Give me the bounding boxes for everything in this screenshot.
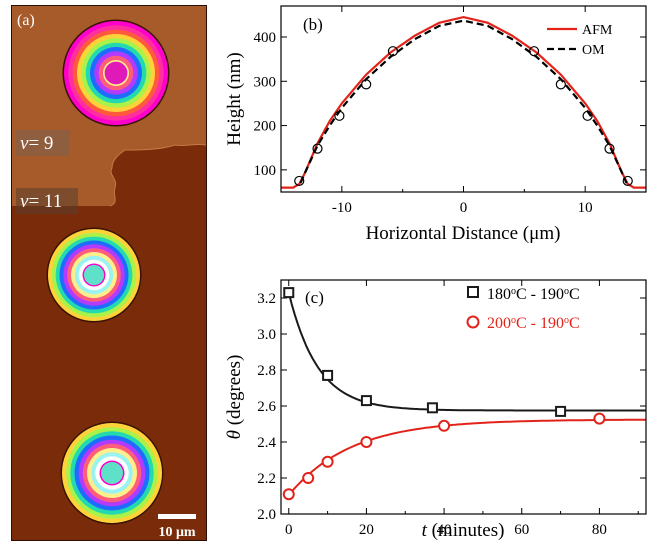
panel-c-label: (c): [305, 288, 324, 307]
om-data-point: [582, 110, 593, 121]
panel-c-frame: [280, 279, 647, 515]
fit-curve-2: [288, 418, 646, 496]
series-180-point: [283, 287, 295, 299]
legend-om-label: OM: [582, 43, 605, 58]
om-data-point: [294, 175, 305, 187]
y-tick-label: 2.4: [257, 435, 276, 451]
scale-bar-label: 10 μm: [158, 525, 195, 540]
scale-bar: [158, 514, 196, 519]
series-200-point: [438, 419, 451, 432]
series-180-point: [322, 369, 334, 381]
legend-200-marker: [466, 315, 480, 329]
nu-9-label: ν= 9: [20, 133, 53, 154]
series-200-point: [302, 472, 315, 484]
y-tick-label: 2.2: [257, 471, 276, 487]
y-tick-label: 3.0: [257, 327, 276, 343]
y-tick-label: 2.6: [257, 399, 276, 415]
droplet-2: [46, 227, 142, 323]
legend-afm-label: AFM: [582, 23, 613, 38]
series-180-point: [426, 402, 438, 414]
om-data-point: [387, 46, 399, 57]
y-tick-label: 2.0: [257, 507, 276, 523]
fit-curve-1: [287, 292, 646, 412]
nu-9-label-box: [16, 130, 70, 156]
droplet-3: [60, 421, 164, 525]
series-200-point: [321, 455, 334, 468]
om-data-point: [622, 175, 633, 187]
droplet-1: [62, 19, 170, 127]
droplet-core: [104, 61, 128, 85]
panel-c-xlabel: t (minutes): [422, 520, 505, 541]
panel-b-plot-area: [281, 15, 646, 189]
panel-c-ylabel: θ (degrees): [224, 355, 245, 440]
panel-b-chart: -10 0 10 100 200 300 400 (b) Horizontal Distan…: [224, 5, 647, 244]
om-data-point: [555, 79, 566, 90]
x-tick-label: 40: [437, 522, 452, 538]
panel-a-micrograph: (a) ν= 9 ν= 11 10 μm: [11, 5, 207, 541]
om-data-point: [604, 143, 615, 154]
om-data-point: [334, 110, 345, 121]
panel-b-label: (b): [303, 15, 323, 34]
series-200-point: [593, 412, 606, 425]
series-200-point: [360, 436, 373, 448]
x-tick-label: 0: [460, 200, 468, 216]
legend-180-marker: [467, 286, 479, 298]
x-tick-label: 60: [514, 522, 529, 538]
series-200-point: [282, 488, 295, 501]
terrace-edge: [109, 143, 206, 207]
legend-200-label: 200oC - 190oC: [487, 315, 580, 333]
y-tick-label: 300: [254, 74, 277, 90]
panel-c-axes: 0 20 40 60 80 2.0 2.2 2.4 2.6 2.8 3.0 3.2: [257, 280, 646, 538]
droplets: [46, 19, 170, 525]
panel-c-chart: 0 20 40 60 80 2.0 2.2 2.4 2.6 2.8 3.0 3.2 (c) t (mi…: [224, 279, 647, 541]
x-tick-label: 0: [285, 522, 293, 538]
y-tick-label: 3.2: [257, 291, 276, 307]
panel-b-xlabel: Horizontal Distance (μm): [366, 223, 561, 244]
nu-11-label: ν= 11: [20, 191, 62, 212]
nu-11-label-box: [16, 188, 78, 214]
om-data-point: [361, 79, 372, 90]
panel-a-label: (a): [17, 12, 35, 29]
y-tick-label: 100: [254, 163, 277, 179]
series-180-point: [360, 395, 372, 407]
panel-b-axes: -10 0 10 100 200 300 400: [254, 6, 647, 216]
series-180-point: [555, 405, 567, 417]
panel-b-frame: [280, 5, 647, 193]
x-tick-label: 80: [592, 522, 607, 538]
y-tick-label: 400: [254, 30, 277, 46]
om-data-point: [312, 143, 323, 154]
om-line: [299, 19, 628, 184]
x-tick-label: 10: [578, 200, 593, 216]
x-tick-label: 20: [359, 522, 374, 538]
droplet-core: [101, 462, 123, 484]
panel-c-plot-area: [282, 287, 646, 501]
x-tick-label: -10: [332, 200, 352, 216]
y-tick-label: 2.8: [257, 363, 276, 379]
panel-b-legend: AFM OM: [547, 23, 613, 58]
legend-180-label: 180oC - 190oC: [487, 286, 580, 304]
om-data-point: [528, 46, 540, 57]
y-tick-label: 200: [254, 119, 277, 135]
panel-c-legend: 180oC - 190oC 200oC - 190oC: [466, 286, 580, 333]
panel-b-ylabel: Height (nm): [224, 52, 245, 145]
droplet-core: [83, 264, 105, 286]
